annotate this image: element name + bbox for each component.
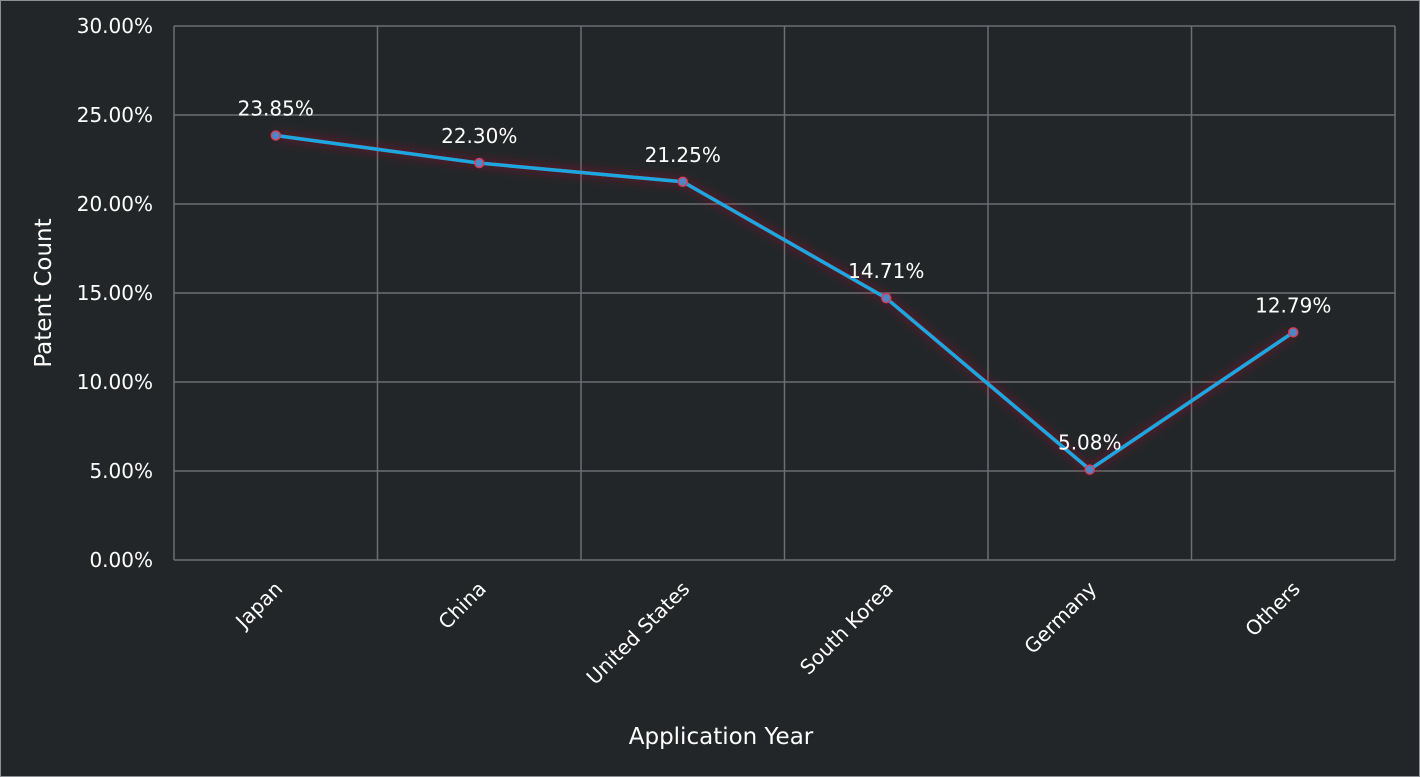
data-label: 21.25% [645, 143, 721, 167]
x-category-label: South Korea [795, 577, 898, 680]
data-label: 22.30% [441, 124, 517, 148]
y-tick-label: 15.00% [77, 281, 153, 305]
y-tick-label: 10.00% [77, 370, 153, 394]
data-labels: 23.85% 22.30% 21.25% 14.71% 5.08% 12.79% [238, 96, 1332, 454]
x-category-label: United States [582, 577, 695, 690]
y-tick-label: 25.00% [77, 103, 153, 127]
data-point-marker [474, 157, 485, 169]
series-line [275, 133, 1295, 472]
data-point-marker [1288, 327, 1299, 338]
data-label: 5.08% [1058, 431, 1122, 455]
grid [173, 25, 1396, 561]
x-category-label: Others [1240, 577, 1305, 642]
series-line-group [270, 130, 1299, 475]
y-tick-label: 5.00% [89, 459, 153, 483]
data-label: 14.71% [848, 259, 924, 283]
y-tick-label: 20.00% [77, 192, 153, 216]
data-point-marker [1084, 464, 1095, 475]
y-tick-label: 30.00% [77, 14, 153, 38]
y-axis-title: Patent Count [31, 218, 57, 367]
data-point-marker [270, 130, 281, 141]
x-category-label: China [433, 577, 490, 634]
x-category-label: Japan [229, 577, 287, 635]
x-category-label: Germany [1019, 576, 1101, 658]
data-label: 12.79% [1255, 293, 1331, 317]
data-point-marker [881, 292, 892, 304]
data-point-marker [677, 176, 688, 187]
data-label: 23.85% [238, 96, 314, 120]
x-axis-title: Application Year [629, 724, 814, 750]
y-axis-tick-labels: 0.00% 5.00% 10.00% 15.00% 20.00% 25.00% 30.00% [77, 14, 153, 572]
y-tick-label: 0.00% [89, 548, 153, 572]
x-axis-category-labels: Japan China United States South Korea German… [229, 576, 1304, 689]
